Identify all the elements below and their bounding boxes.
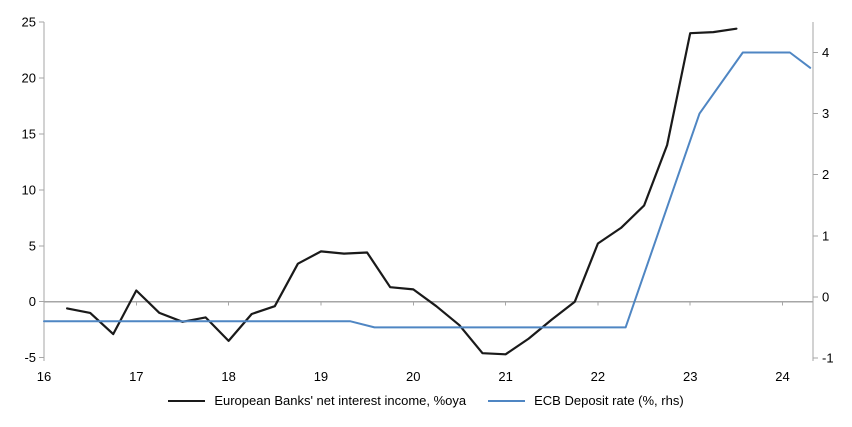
- x-axis-tick-label: 18: [221, 369, 235, 384]
- left-axis-tick-label: 0: [29, 294, 36, 309]
- x-axis-tick-label: 20: [406, 369, 420, 384]
- left-axis-tick-label: 10: [22, 182, 36, 197]
- left-axis-tick-label: 20: [22, 70, 36, 85]
- ecb-deposit-rate-legend-label: ECB Deposit rate (%, rhs): [534, 393, 684, 408]
- right-axis-tick-label: 4: [822, 45, 829, 60]
- x-axis-tick-label: 17: [129, 369, 143, 384]
- net-interest-income-line-swatch: [168, 399, 206, 402]
- right-axis-tick-label: 2: [822, 167, 829, 182]
- series-line-1: [43, 51, 812, 329]
- x-axis-tick-label: 16: [37, 369, 51, 384]
- right-axis-tick-label: 1: [822, 228, 829, 243]
- left-axis-tick-label: 15: [22, 126, 36, 141]
- x-axis-tick-label: 23: [683, 369, 697, 384]
- left-axis-tick-label: 5: [29, 238, 36, 253]
- x-axis-tick-label: 24: [775, 369, 789, 384]
- x-axis-tick-label: 22: [591, 369, 605, 384]
- legend-item-net-interest-income: European Banks' net interest income, %oy…: [168, 394, 466, 407]
- x-axis-tick-label: 21: [498, 369, 512, 384]
- right-axis-tick-label: 3: [822, 106, 829, 121]
- left-axis-tick-label: 25: [22, 15, 36, 30]
- legend: European Banks' net interest income, %oy…: [0, 394, 852, 407]
- left-axis-tick-label: -5: [24, 350, 36, 365]
- series-line-0: [65, 27, 738, 356]
- net-interest-income-legend-label: European Banks' net interest income, %oy…: [214, 393, 467, 408]
- ecb-deposit-rate-line-swatch: [488, 399, 526, 402]
- legend-item-ecb-deposit-rate: ECB Deposit rate (%, rhs): [488, 394, 684, 407]
- right-axis-tick-label: -1: [822, 350, 834, 365]
- x-axis-tick-label: 19: [314, 369, 328, 384]
- right-axis-tick-label: 0: [822, 289, 829, 304]
